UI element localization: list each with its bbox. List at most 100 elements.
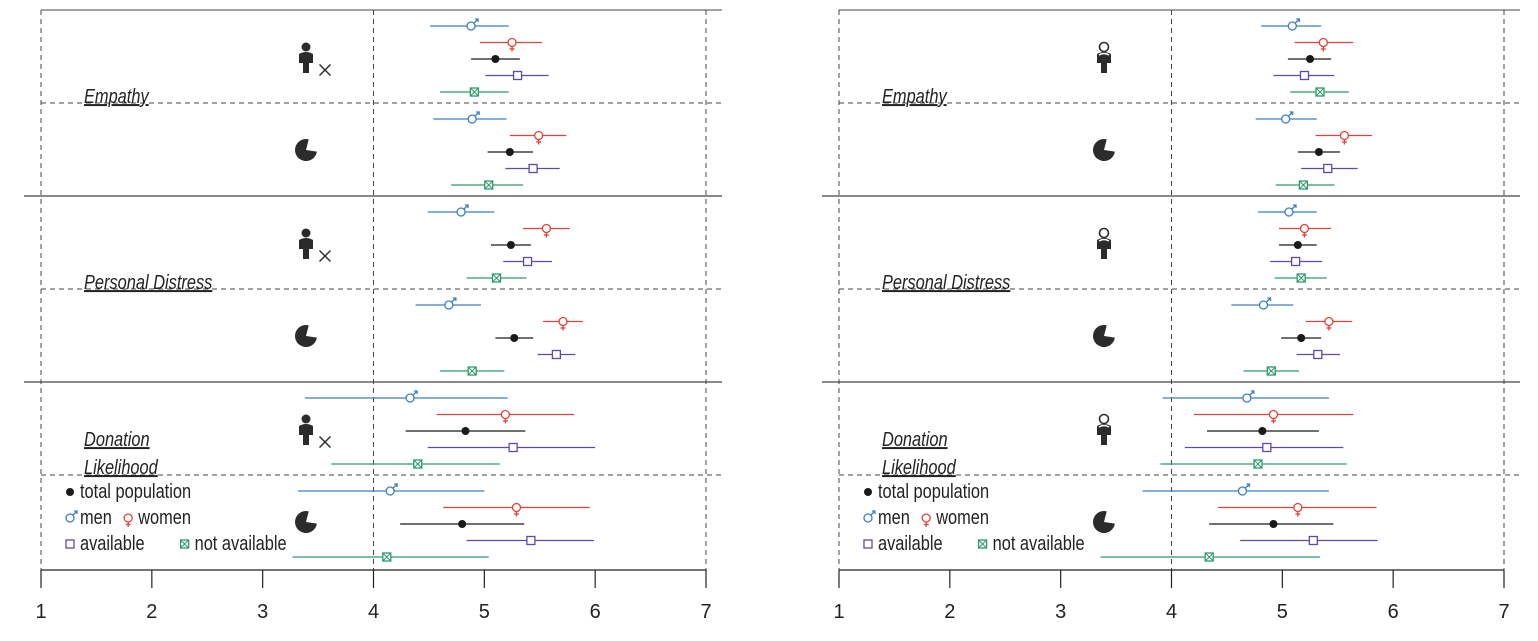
men-symbol-circle: [1237, 486, 1248, 496]
available-marker: [1323, 163, 1333, 174]
legend: total population men women available not ava…: [863, 479, 1085, 554]
men-symbol-arrowhead: [452, 297, 457, 301]
available-marker: [1313, 349, 1323, 360]
men-symbol-arrowhead: [465, 204, 469, 208]
legend: total population men women available not ava…: [65, 479, 287, 554]
x-tick-label: 2: [944, 601, 955, 623]
women-symbol-circle: [1318, 37, 1328, 48]
row: [299, 390, 596, 469]
available-square: [1299, 70, 1310, 81]
x-tick-label: 2: [146, 601, 157, 623]
men-symbol-arrowhead: [872, 510, 876, 514]
women-symbol-circle: [558, 316, 568, 327]
not-available-cross-b: [467, 366, 477, 376]
women-marker: [1324, 316, 1334, 331]
not-available-cross-b: [1253, 459, 1263, 469]
row: [1093, 297, 1353, 376]
available-square: [508, 442, 518, 453]
legend-label-not-available: not available: [195, 531, 287, 554]
row: [299, 18, 549, 97]
total-population-marker: [1269, 520, 1278, 528]
men-symbol-arrow: [451, 297, 457, 303]
available-marker: [512, 70, 523, 81]
row: [1097, 204, 1332, 283]
men-symbol-circle: [1258, 300, 1269, 310]
group-label: Personal Distress: [882, 270, 1010, 293]
available-square: [1290, 256, 1301, 267]
women-marker: [1268, 409, 1279, 424]
legend-label-men: men: [80, 505, 112, 528]
group-label: Personal Distress: [84, 270, 212, 293]
women-marker: [507, 37, 517, 52]
group-label: Donation: [84, 427, 150, 450]
women-symbol-circle: [511, 502, 522, 513]
person-icon: [299, 228, 313, 259]
x-tick-label: 1: [833, 601, 844, 623]
person-head: [1098, 413, 1110, 425]
legend-label-women: women: [137, 505, 191, 528]
legend-label-available: available: [878, 531, 943, 554]
not-available-cross-b: [492, 273, 501, 283]
not-available-cross-b: [1296, 273, 1306, 283]
x-tick-label: 4: [1166, 601, 1177, 623]
men-symbol-circle: [863, 513, 873, 523]
total-population-marker: [505, 148, 514, 156]
women-symbol-circle: [1324, 316, 1334, 327]
group-personal-distress: Personal Distress: [84, 204, 583, 376]
not-available-cross-b: [413, 459, 423, 469]
group-label: Likelihood: [84, 455, 159, 478]
available-marker: [551, 349, 562, 360]
not-available-marker: [1266, 366, 1276, 376]
person-icon: [299, 414, 313, 445]
men-symbol-circle: [467, 114, 477, 124]
cross-stroke-b: [319, 64, 331, 76]
not-available-marker: [1253, 459, 1263, 469]
total-population-dot: [1314, 148, 1323, 156]
group-personal-distress: Personal Distress: [882, 204, 1353, 376]
not-available-cross-b: [1266, 366, 1276, 376]
men-symbol-arrow: [474, 111, 480, 117]
women-symbol-circle: [1293, 502, 1303, 513]
total-population-dot: [1258, 427, 1267, 435]
total-population-marker: [510, 334, 519, 342]
men-symbol-circle: [65, 513, 75, 523]
pie-icon: [1093, 139, 1115, 161]
men-marker: [466, 18, 479, 31]
men-marker: [1281, 111, 1294, 124]
person-body: [299, 238, 313, 259]
person-collar: [1098, 424, 1110, 428]
men-symbol-arrowhead: [1296, 18, 1300, 22]
not-available-marker: [469, 87, 480, 97]
women-symbol-circle: [1268, 409, 1279, 420]
total-population-dot: [1306, 55, 1315, 63]
men-marker: [405, 390, 418, 403]
not-available-marker: [179, 539, 190, 549]
men-symbol-circle: [466, 21, 476, 31]
men-symbol-arrowhead: [1267, 297, 1272, 301]
available-square: [1262, 442, 1272, 453]
group-label: Empathy: [882, 84, 948, 107]
men-symbol-arrow: [1266, 297, 1271, 303]
group-donation-likelihood: Donation Likelihood: [882, 390, 1378, 562]
men-symbol-circle: [1287, 21, 1297, 31]
legend-label-not-available: not available: [993, 531, 1085, 554]
available-marker: [1290, 256, 1301, 267]
not-available-cross-b: [978, 539, 987, 549]
men-marker: [444, 297, 457, 310]
men-symbol-arrow: [72, 510, 78, 516]
person-body: [299, 424, 313, 445]
person-body: [1097, 52, 1111, 73]
men-symbol-arrow: [1244, 483, 1250, 489]
person-head: [1098, 227, 1110, 239]
women-marker: [500, 409, 511, 424]
men-symbol-arrowhead: [414, 390, 418, 394]
women-symbol-circle: [921, 513, 931, 523]
person-outline-icon: [1097, 227, 1111, 259]
total-population-marker: [1314, 148, 1323, 156]
total-population-dot: [458, 520, 467, 528]
pie-icon: [295, 325, 317, 348]
legend-label-total-population: total population: [878, 479, 989, 502]
row: [1093, 111, 1373, 190]
total-population-marker: [1258, 427, 1267, 435]
